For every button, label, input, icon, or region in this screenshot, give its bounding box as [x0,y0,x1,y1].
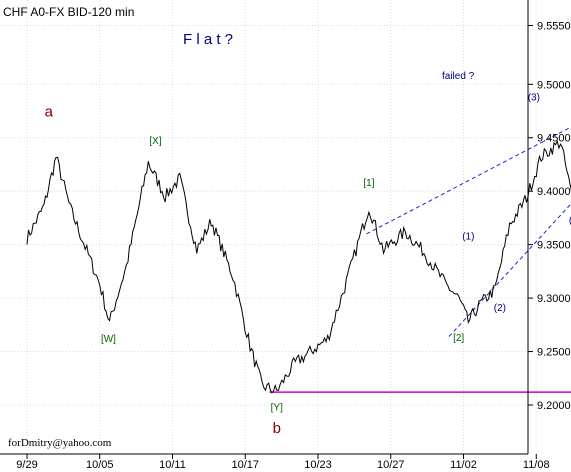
wave-label: [1] [363,178,374,189]
y-tick-label: 9.2500 [537,347,571,359]
x-tick-label: 10/27 [377,459,405,471]
author-email: forDmitry@yahoo.com [8,437,112,449]
wave-labels: a[W][X][Y]b[1][2](1)(2)(3)(4)(5)[3](iv)?… [45,92,571,437]
x-tick-label: 10/17 [231,459,259,471]
y-tick-label: 9.3500 [537,240,571,252]
y-tick-label: 9.4500 [537,133,571,145]
failed-annotation: failed ? [442,71,475,82]
x-tick-label: 10/05 [86,459,114,471]
wave-label: a [45,103,54,120]
price-line [26,139,571,394]
y-tick-label: 9.5550 [537,21,571,33]
y-tick-label: 9.2000 [537,400,571,412]
wave-label: b [273,420,281,437]
grid [0,0,537,454]
wave-label: (1) [462,231,474,242]
wave-label: [2] [453,333,464,344]
y-axis: 9.5550 9.5000 9.4500 9.4000 9.3500 9.3000 9.25… [528,21,571,412]
y-tick-label: 9.3000 [537,293,571,305]
channel-upper [366,126,571,235]
y-tick-label: 9.5000 [537,79,571,91]
y-tick-label: 9.4000 [537,186,571,198]
x-tick-label: 9/29 [16,459,37,471]
plot-background [0,0,528,454]
wave-label: [Y] [271,402,283,413]
channel-lower [448,203,571,337]
wave-label: (3) [528,92,540,103]
x-tick-label: 11/08 [523,459,550,471]
trend-guides [269,126,571,393]
x-axis: 9/2910/0510/1110/1710/2310/2711/0211/081… [16,454,550,471]
wave-label: [W] [101,334,116,345]
x-tick-label: 11/02 [450,459,477,471]
wave-label: [X] [149,136,161,147]
symbol-title: CHF A0-FX BID-120 min [3,5,134,19]
wave-label: (4) [569,215,571,226]
wave-label: (2) [494,303,506,314]
x-tick-label: 10/23 [304,459,332,471]
x-tick-label: 10/11 [159,459,186,471]
flat-annotation: F l a t ? [183,31,233,48]
